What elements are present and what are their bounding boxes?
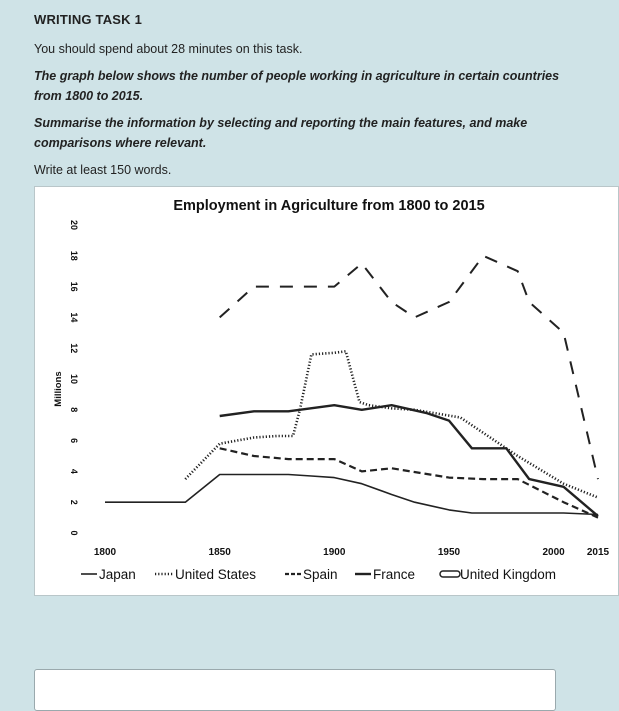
x-tick-label: 1800: [94, 547, 117, 558]
y-tick-label: 14: [69, 312, 79, 322]
word-count-note: Write at least 150 words.: [34, 163, 172, 177]
legend-label: United Kingdom: [460, 567, 556, 582]
y-tick-label: 4: [69, 469, 79, 474]
y-tick-label: 10: [69, 374, 79, 384]
chart-title: Employment in Agriculture from 1800 to 2…: [173, 198, 484, 214]
y-tick-label: 16: [69, 282, 79, 292]
x-tick-label: 2015: [587, 547, 610, 558]
x-tick-label: 2000: [542, 547, 565, 558]
legend-label: Japan: [99, 567, 136, 582]
y-tick-label: 20: [69, 220, 79, 230]
chart-svg: Employment in Agriculture from 1800 to 2…: [53, 198, 610, 582]
answer-textarea[interactable]: [34, 669, 556, 711]
x-tick-label: 1850: [209, 547, 232, 558]
series-line-france: [219, 403, 599, 518]
y-tick-label: 6: [69, 438, 79, 443]
legend-label: United States: [175, 567, 256, 582]
legend-swatch: [439, 570, 461, 578]
y-tick-label: 8: [69, 407, 79, 412]
y-axis-label: Millions: [53, 371, 64, 406]
legend-label: France: [373, 567, 415, 582]
series-line-united-kingdom: [219, 254, 599, 480]
y-tick-label: 0: [69, 530, 79, 535]
task-instruction: Summarise the information by selecting a…: [34, 116, 528, 150]
series-line-spain: [219, 447, 599, 519]
chart-container: Employment in Agriculture from 1800 to 2…: [34, 186, 619, 596]
series-line-japan: [105, 473, 599, 516]
task-prompt: The graph below shows the number of peop…: [34, 69, 560, 103]
task-heading: WRITING TASK 1: [34, 12, 142, 27]
time-note: You should spend about 28 minutes on thi…: [34, 42, 303, 56]
x-tick-label: 1950: [438, 547, 461, 558]
y-tick-label: 2: [69, 500, 79, 505]
legend-label: Spain: [303, 567, 338, 582]
x-tick-label: 1900: [323, 547, 346, 558]
series-line-united-states: [184, 350, 599, 499]
y-tick-label: 12: [69, 343, 79, 353]
y-tick-label: 18: [69, 251, 79, 261]
